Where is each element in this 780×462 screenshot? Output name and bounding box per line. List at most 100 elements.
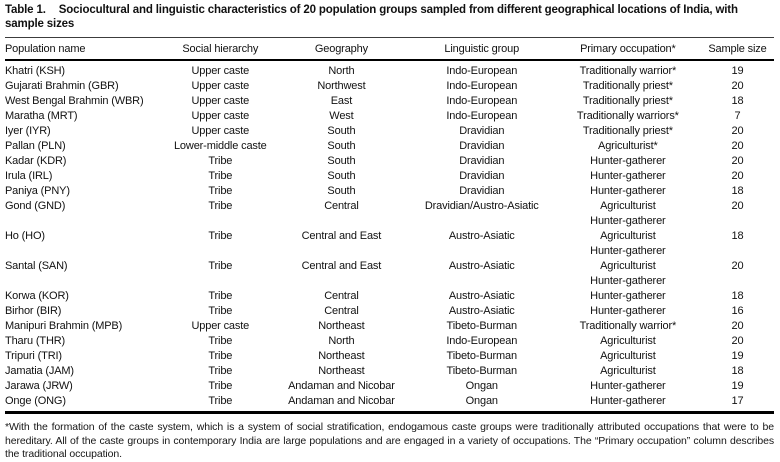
table-caption: Sociocultural and linguistic characteris… xyxy=(5,4,738,30)
table-row: Korwa (KOR) Tribe Central Austro-Asiatic Hun… xyxy=(5,289,774,304)
table-row: Tharu (THR) Tribe North Indo-European Agricu… xyxy=(5,334,774,349)
table-row: Gond (GND) Tribe Central Dravidian/Austro-A… xyxy=(5,199,774,229)
cell-social-hierarchy: Tribe xyxy=(208,335,233,347)
cell-linguistic-group: Austro-Asiatic xyxy=(448,290,515,302)
occupation-line: Agriculturist xyxy=(600,260,656,272)
cell-linguistic-group: Austro-Asiatic xyxy=(448,305,515,317)
cell-geography: South xyxy=(327,155,356,167)
cell-population-name: Irula (IRL) xyxy=(5,170,53,182)
occupation-line: Agriculturist xyxy=(600,230,656,242)
cell-sample-size: 16 xyxy=(731,305,744,317)
cell-primary-occupation: Traditionally warrior* xyxy=(555,319,701,334)
cell-primary-occupation: Traditionally warriors* xyxy=(555,109,701,124)
cell-geography: Andaman and Nicobar xyxy=(288,380,395,392)
table-row: Iyer (IYR) Upper caste South Dravidian Tradi… xyxy=(5,124,774,139)
cell-social-hierarchy: Tribe xyxy=(208,260,233,272)
header-row: Population name Social hierarchy Geograp… xyxy=(5,37,774,60)
cell-social-hierarchy: Upper caste xyxy=(191,110,250,122)
occupation-line: Hunter-gatherer xyxy=(590,155,666,167)
table-row: Kadar (KDR) Tribe South Dravidian Hunter-gat… xyxy=(5,154,774,169)
cell-geography: South xyxy=(327,140,356,152)
cell-population-name: West Bengal Brahmin (WBR) xyxy=(5,95,144,107)
cell-population-name: Gujarati Brahmin (GBR) xyxy=(5,80,119,92)
cell-geography: Central xyxy=(324,200,359,212)
cell-primary-occupation: Traditionally warrior* xyxy=(555,60,701,79)
cell-population-name: Korwa (KOR) xyxy=(5,290,69,302)
cell-linguistic-group: Indo-European xyxy=(446,65,518,77)
cell-population-name: Khatri (KSH) xyxy=(5,65,65,77)
cell-geography: Andaman and Nicobar xyxy=(288,395,395,407)
cell-geography: South xyxy=(327,125,356,137)
occupation-line: Traditionally warrior* xyxy=(579,320,677,332)
cell-population-name: Onge (ONG) xyxy=(5,395,66,407)
cell-geography: North xyxy=(328,335,355,347)
cell-social-hierarchy: Upper caste xyxy=(191,320,250,332)
cell-sample-size: 7 xyxy=(734,110,741,122)
cell-primary-occupation: Hunter-gatherer xyxy=(555,379,701,394)
table-header: Population name Social hierarchy Geograp… xyxy=(5,37,774,60)
table-row: Santal (SAN) Tribe Central and East Austro-… xyxy=(5,259,774,289)
occupation-line: Hunter-gatherer xyxy=(590,215,666,227)
cell-population-name: Ho (HO) xyxy=(5,230,45,242)
cell-sample-size: 20 xyxy=(731,260,744,272)
cell-geography: Northeast xyxy=(318,350,365,362)
table-title: Table 1. Sociocultural and linguistic cha… xyxy=(5,3,774,31)
table-row: Onge (ONG) Tribe Andaman and Nicobar Ongan H… xyxy=(5,394,774,413)
cell-primary-occupation: Hunter-gatherer xyxy=(555,184,701,199)
cell-geography: Northeast xyxy=(318,365,365,377)
cell-primary-occupation: Hunter-gatherer xyxy=(555,289,701,304)
cell-social-hierarchy: Tribe xyxy=(208,200,233,212)
occupation-line: Hunter-gatherer xyxy=(590,395,666,407)
occupation-line: Traditionally warrior* xyxy=(579,65,677,77)
table-row: Gujarati Brahmin (GBR) Upper caste Northwe… xyxy=(5,79,774,94)
cell-primary-occupation: Agriculturist Hunter-gatherer xyxy=(555,229,701,259)
cell-sample-size: 18 xyxy=(731,95,744,107)
occupation-line: Agriculturist xyxy=(600,350,656,362)
cell-population-name: Kadar (KDR) xyxy=(5,155,67,167)
cell-sample-size: 19 xyxy=(731,65,744,77)
table-row: Khatri (KSH) Upper caste North Indo-Europea… xyxy=(5,60,774,79)
occupation-line: Traditionally warriors* xyxy=(576,110,679,122)
cell-sample-size: 20 xyxy=(731,80,744,92)
cell-social-hierarchy: Tribe xyxy=(208,395,233,407)
cell-social-hierarchy: Tribe xyxy=(208,230,233,242)
cell-geography: Central and East xyxy=(301,260,382,272)
table-row: Ho (HO) Tribe Central and East Austro-Asiat… xyxy=(5,229,774,259)
col-header-primary-occupation: Primary occupation* xyxy=(580,42,676,55)
cell-population-name: Tripuri (TRI) xyxy=(5,350,62,362)
cell-linguistic-group: Austro-Asiatic xyxy=(448,230,515,242)
table-row: Jamatia (JAM) Tribe Northeast Tibeto-Burman… xyxy=(5,364,774,379)
cell-geography: Central xyxy=(324,290,359,302)
cell-social-hierarchy: Upper caste xyxy=(191,95,250,107)
cell-linguistic-group: Tibeto-Burman xyxy=(446,350,518,362)
cell-linguistic-group: Dravidian xyxy=(459,155,505,167)
col-header-geography: Geography xyxy=(314,42,368,55)
cell-population-name: Maratha (MRT) xyxy=(5,110,78,122)
cell-sample-size: 19 xyxy=(731,350,744,362)
table-row: Paniya (PNY) Tribe South Dravidian Hunter-ga… xyxy=(5,184,774,199)
cell-sample-size: 18 xyxy=(731,365,744,377)
cell-geography: Northeast xyxy=(318,320,365,332)
occupation-line: Traditionally priest* xyxy=(582,125,673,137)
occupation-line: Agriculturist xyxy=(600,365,656,377)
cell-population-name: Santal (SAN) xyxy=(5,260,68,272)
cell-geography: East xyxy=(330,95,353,107)
table-row: Jarawa (JRW) Tribe Andaman and Nicobar Onga… xyxy=(5,379,774,394)
cell-linguistic-group: Dravidian xyxy=(459,170,505,182)
occupation-line: Hunter-gatherer xyxy=(590,305,666,317)
cell-social-hierarchy: Tribe xyxy=(208,290,233,302)
cell-sample-size: 20 xyxy=(731,170,744,182)
col-header-population-name: Population name xyxy=(5,42,86,55)
table-row: Pallan (PLN) Lower-middle caste South Dravi… xyxy=(5,139,774,154)
cell-linguistic-group: Indo-European xyxy=(446,110,518,122)
cell-population-name: Tharu (THR) xyxy=(5,335,66,347)
occupation-line: Hunter-gatherer xyxy=(590,380,666,392)
cell-linguistic-group: Dravidian xyxy=(459,140,505,152)
cell-primary-occupation: Agriculturist* xyxy=(555,139,701,154)
cell-geography: South xyxy=(327,170,356,182)
occupation-line: Hunter-gatherer xyxy=(590,185,666,197)
cell-social-hierarchy: Lower-middle caste xyxy=(173,140,267,152)
cell-social-hierarchy: Tribe xyxy=(208,380,233,392)
cell-linguistic-group: Dravidian xyxy=(459,125,505,137)
cell-linguistic-group: Tibeto-Burman xyxy=(446,320,518,332)
